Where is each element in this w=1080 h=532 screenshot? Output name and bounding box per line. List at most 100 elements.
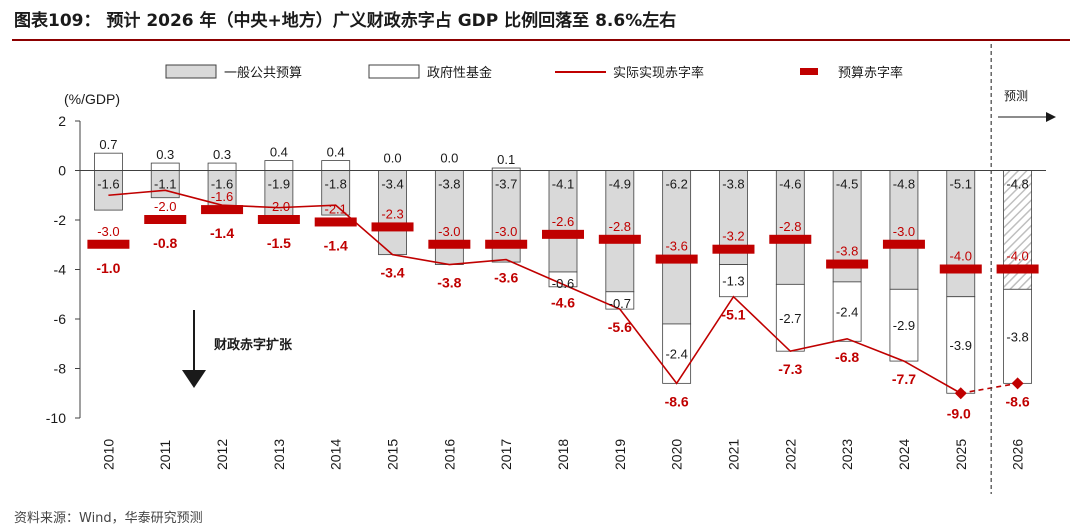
y-tick-label: -2 <box>54 212 67 228</box>
label-general-budget: -4.6 <box>779 177 801 192</box>
bar-gov-fund <box>94 152 123 171</box>
label-budget-deficit: -2.0 <box>268 199 290 214</box>
label-budget-deficit: -2.0 <box>154 199 176 214</box>
bar-gov-fund <box>662 323 692 384</box>
bar-gov-fund <box>548 271 578 288</box>
label-general-budget: -4.8 <box>893 177 915 192</box>
x-tick-label: 2022 <box>782 439 798 470</box>
bar-gov-fund <box>150 162 180 171</box>
y-tick-label: -10 <box>46 410 66 426</box>
y-tick-label: 0 <box>58 163 66 179</box>
label-actual-deficit: -1.4 <box>324 237 348 253</box>
budget-marker <box>144 215 187 224</box>
x-tick-label: 2010 <box>100 439 116 470</box>
x-tick-label: 2026 <box>1010 439 1026 470</box>
label-budget-deficit: -3.6 <box>665 239 687 254</box>
label-general-budget: -4.5 <box>836 177 858 192</box>
label-actual-deficit: -3.4 <box>380 265 404 281</box>
bar-gov-fund <box>321 160 351 171</box>
budget-marker <box>314 217 357 227</box>
label-gov-fund: -2.4 <box>665 347 687 362</box>
bar-gov-fund <box>1003 288 1032 384</box>
bar-gov-fund <box>264 160 294 171</box>
x-tick-label: 2021 <box>725 439 741 470</box>
y-tick-label: -6 <box>54 311 67 327</box>
label-actual-deficit: -7.3 <box>778 361 802 377</box>
budget-marker <box>769 234 812 244</box>
label-budget-deficit: -2.1 <box>325 201 347 216</box>
budget-marker <box>939 264 982 274</box>
label-gov-fund: -1.3 <box>722 274 744 289</box>
legend-label-general-budget: 一般公共预算 <box>224 65 302 81</box>
label-gov-fund: -3.9 <box>950 338 972 353</box>
legend-swatch-budget-marker <box>800 68 818 75</box>
budget-marker <box>598 234 641 244</box>
x-tick-label: 2019 <box>612 439 628 470</box>
bar-gov-fund <box>719 264 748 298</box>
label-budget-deficit: -2.3 <box>381 206 403 221</box>
label-general-budget: -1.9 <box>268 177 290 192</box>
budget-markers <box>87 205 1039 274</box>
label-gov-fund: 0.0 <box>440 151 458 166</box>
x-tick-label: 2017 <box>498 439 514 470</box>
label-general-budget: -1.6 <box>211 177 233 192</box>
budget-marker <box>87 239 130 249</box>
label-actual-deficit: -3.8 <box>437 275 461 291</box>
label-actual-deficit: -8.6 <box>1006 393 1030 409</box>
label-budget-deficit: -3.0 <box>97 224 119 239</box>
source-note: 资料来源：Wind，华泰研究预测 <box>14 511 203 526</box>
budget-marker <box>882 239 925 249</box>
label-budget-deficit: -2.6 <box>552 214 574 229</box>
label-actual-deficit: -0.8 <box>153 235 177 251</box>
actual-line-historical <box>108 189 962 394</box>
label-general-budget: -3.8 <box>438 177 460 192</box>
label-budget-deficit: -2.8 <box>779 219 801 234</box>
budget-marker <box>542 229 584 239</box>
x-tick-label: 2013 <box>271 439 287 470</box>
chart-title: 图表109： 预计 2026 年（中央+地方）广义财政赤字占 GDP 比例回落至… <box>14 10 676 31</box>
bar-gov-fund <box>775 283 805 352</box>
bar-gov-fund <box>889 288 919 362</box>
budget-marker <box>371 222 414 232</box>
budget-marker <box>655 254 698 264</box>
label-general-budget: -4.9 <box>609 177 631 192</box>
budget-marker <box>826 259 869 269</box>
label-general-budget: -4.8 <box>1006 177 1028 192</box>
label-budget-deficit: -3.0 <box>495 224 517 239</box>
label-gov-fund: 0.1 <box>497 152 515 167</box>
budget-marker <box>712 244 755 254</box>
label-budget-deficit: -3.2 <box>722 229 744 244</box>
label-budget-deficit: -1.6 <box>211 189 233 204</box>
expansion-arrow-head <box>182 370 206 388</box>
x-tick-label: 2025 <box>953 439 969 470</box>
label-actual-deficit: -5.1 <box>721 307 745 323</box>
actual-deficit-line <box>108 189 1024 400</box>
label-actual-deficit: -9.0 <box>947 405 971 421</box>
bar-general-budget <box>321 170 351 216</box>
x-axis: 2010 2011 2012 2013 2014 2015 2016 2017 2018 2019… <box>100 439 1025 470</box>
label-general-budget: -3.7 <box>495 177 517 192</box>
legend: 一般公共预算 政府性基金 实际实现赤字率 预算赤字率 <box>165 64 903 81</box>
y-axis: 2 0 -2 -4 -6 -8 -10 <box>46 113 81 426</box>
actual-line-forecast <box>960 382 1018 395</box>
label-gov-fund: -3.8 <box>1006 329 1028 344</box>
label-actual-deficit: -8.6 <box>665 393 689 409</box>
label-general-budget: -1.1 <box>154 177 176 192</box>
label-gov-fund: -2.7 <box>779 311 801 326</box>
label-actual-deficit: -1.5 <box>267 235 291 251</box>
label-general-budget: -6.2 <box>665 177 687 192</box>
label-actual-deficit: -1.0 <box>96 260 120 276</box>
y-tick-label: 2 <box>58 113 66 129</box>
label-budget-deficit: -3.8 <box>836 244 858 259</box>
bar-general-budget <box>946 170 976 298</box>
label-gov-fund: 0.0 <box>383 151 401 166</box>
budget-marker <box>485 239 528 249</box>
x-tick-label: 2023 <box>839 439 855 470</box>
actual-point-diamond <box>1011 377 1024 390</box>
label-budget-deficit: -3.0 <box>438 224 460 239</box>
budget-marker <box>428 239 471 249</box>
label-gov-fund: -0.7 <box>609 296 631 311</box>
legend-label-budget: 预算赤字率 <box>838 65 903 81</box>
label-actual-deficit: -3.6 <box>494 270 518 286</box>
